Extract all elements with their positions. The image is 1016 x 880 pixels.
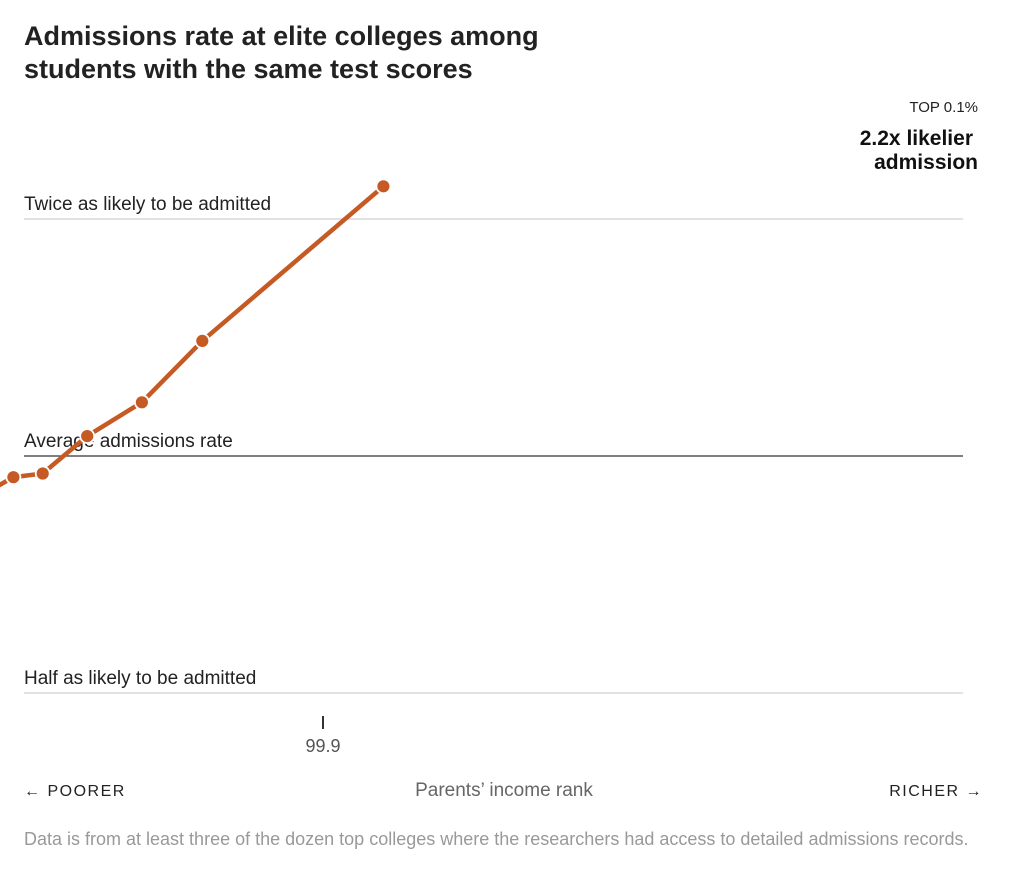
reference-label-1: Average admissions rate <box>24 431 233 452</box>
x-tick-label-5: 99.9 <box>305 736 340 756</box>
data-point-13 <box>133 394 150 411</box>
data-point-11 <box>34 465 51 482</box>
data-point-14 <box>194 332 211 349</box>
data-point-15 <box>375 178 392 195</box>
direction-label-richer: RICHER → <box>889 783 983 800</box>
series-line-0 <box>0 184 386 488</box>
reference-label-2: Half as likely to be admitted <box>24 668 256 689</box>
reference-label-0: Twice as likely to be admitted <box>24 194 271 215</box>
direction-label-poorer: ← POORER <box>24 783 126 800</box>
chart-title: Admissions rate at elite colleges among … <box>24 21 539 84</box>
annotation-line-1: 2.2x likelier <box>860 127 973 150</box>
data-point-12 <box>79 428 96 445</box>
x-axis-label: Parents’ income rank <box>415 780 593 801</box>
annotation-line-2: admission <box>874 151 978 174</box>
source-note: Data is from at least three of the dozen… <box>24 829 969 849</box>
annotation-kicker: TOP 0.1% <box>909 99 978 116</box>
data-point-10 <box>5 469 22 486</box>
